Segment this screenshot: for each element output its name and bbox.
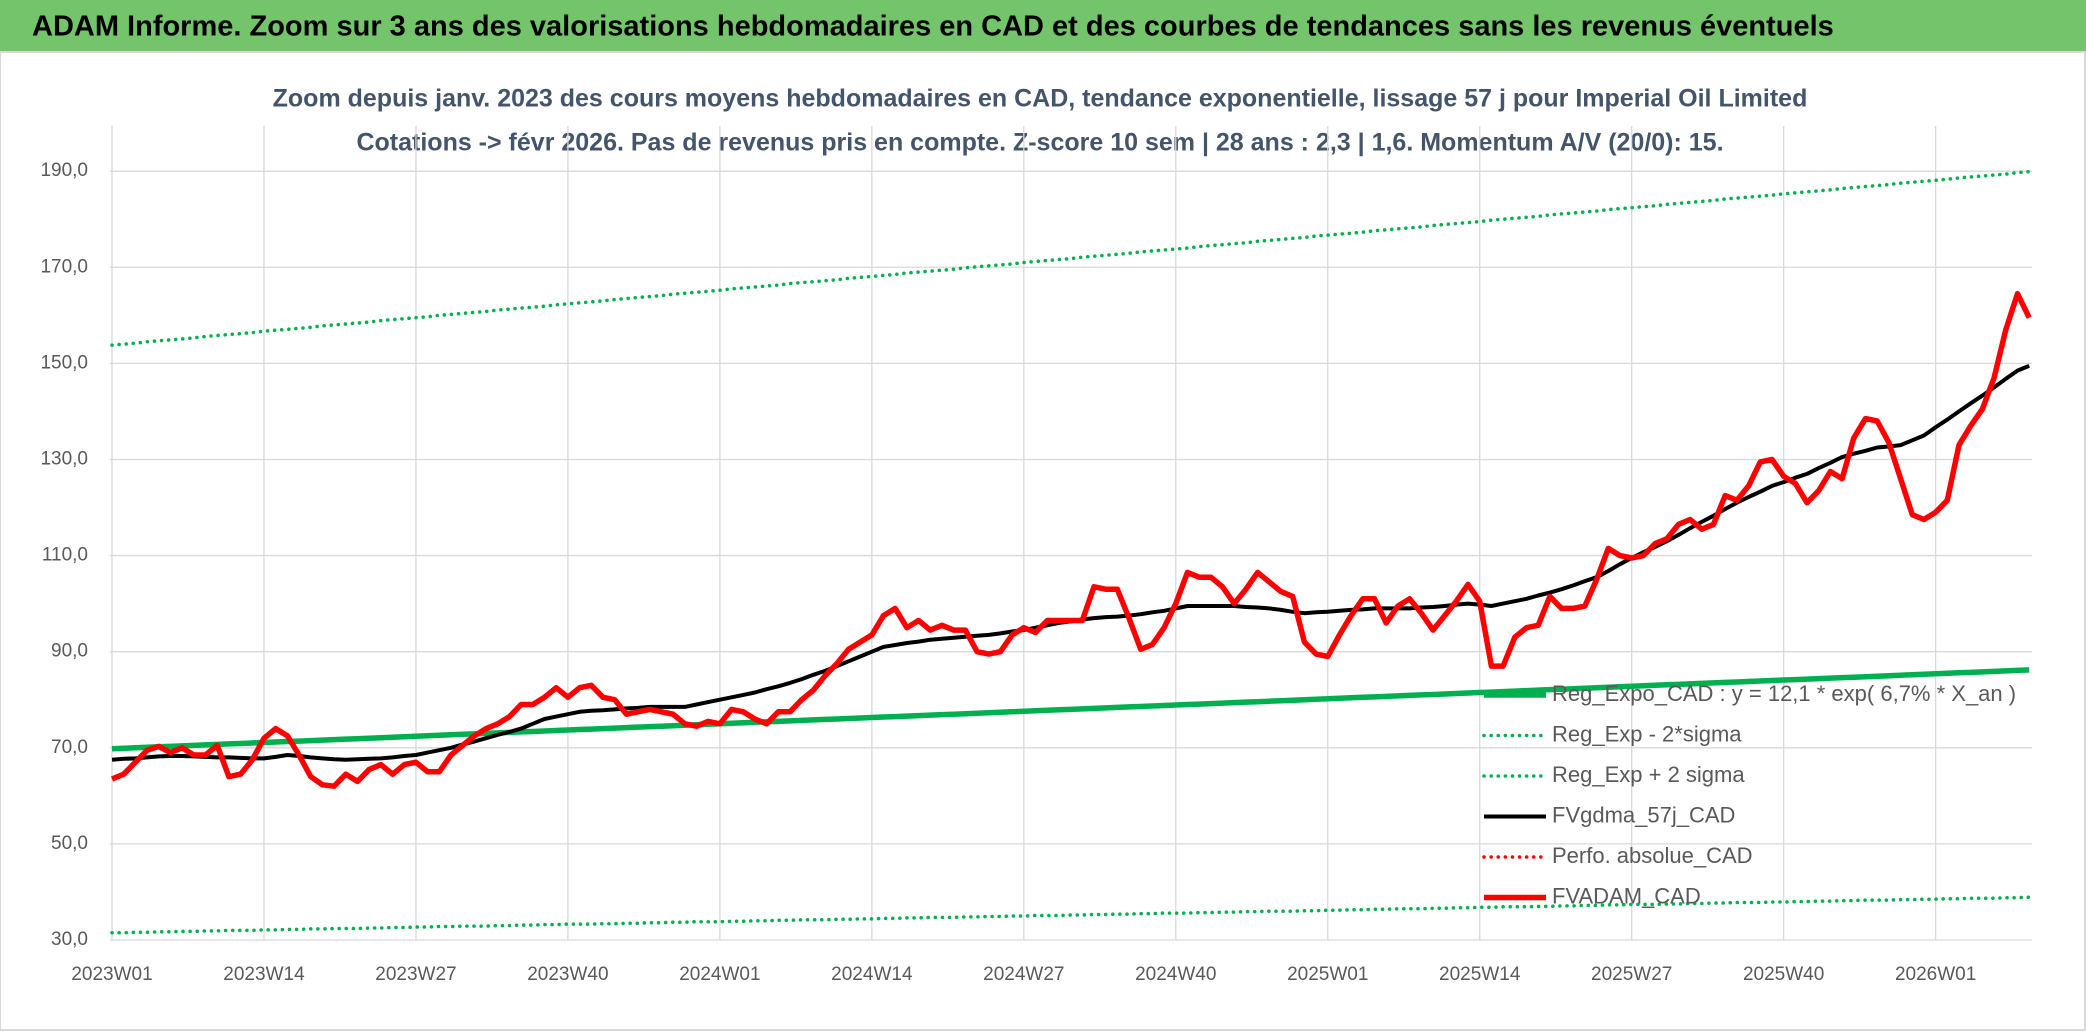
x-tick-label: 2023W14 [223, 964, 305, 985]
legend-label: Perfo. absolue_CAD [1552, 843, 1753, 868]
x-tick-label: 2024W40 [1135, 964, 1216, 985]
x-tick-label: 2025W40 [1743, 964, 1824, 985]
plot [110, 169, 2032, 935]
y-tick-label: 190,0 [40, 160, 88, 181]
y-tick-label: 30,0 [51, 929, 88, 950]
series-line [110, 290, 2032, 789]
x-tick-label: 2025W01 [1287, 964, 1368, 985]
x-tick-label: 2025W14 [1439, 964, 1521, 985]
x-tick-label: 2024W14 [831, 964, 913, 985]
x-tick-label: 2023W27 [375, 964, 456, 985]
x-tick-label: 2023W01 [71, 964, 152, 985]
series-line [111, 667, 2030, 752]
x-tick-label: 2023W40 [527, 964, 608, 985]
legend-label: Reg_Exp - 2*sigma [1552, 721, 1742, 746]
header-bar [0, 0, 2086, 52]
y-tick-label: 50,0 [51, 833, 88, 854]
series-line [110, 169, 2031, 347]
chart-title: Zoom depuis janv. 2023 des cours moyens … [273, 85, 1808, 113]
legend-label: FVADAM_CAD [1552, 883, 1701, 908]
y-tick-label: 150,0 [40, 352, 88, 373]
grid: 30,0 50,0 70,0 90,0 110,0 130,0 150,0 170,0 190,… [40, 126, 2032, 985]
legend-label: FVgdma_57j_CAD [1552, 802, 1735, 827]
chart-subtitle: Cotations -> févr 2026. Pas de revenus p… [356, 129, 1723, 157]
frame [0, 51, 2086, 1031]
legend-label: Reg_Expo_CAD : y = 12,1 * exp( 6,7% * X_… [1552, 681, 2016, 706]
y-tick-label: 70,0 [51, 737, 88, 758]
x-tick-label: 2024W27 [983, 964, 1064, 985]
legend-label: Reg_Exp + 2 sigma [1552, 762, 1745, 787]
y-tick-label: 110,0 [42, 545, 88, 566]
y-tick-label: 170,0 [40, 256, 88, 277]
x-tick-label: 2026W01 [1895, 964, 1976, 985]
x-tick-label: 2025W27 [1591, 964, 1672, 985]
x-tick-label: 2024W01 [679, 964, 760, 985]
series-line [110, 895, 2031, 935]
y-tick-label: 90,0 [51, 641, 88, 662]
y-tick-label: 130,0 [40, 448, 88, 469]
legend: Reg_Expo_CAD : y = 12,1 * exp( 6,7% * X_… [1482, 681, 2016, 908]
header-title: ADAM Informe. Zoom sur 3 ans des valoris… [32, 11, 1834, 43]
